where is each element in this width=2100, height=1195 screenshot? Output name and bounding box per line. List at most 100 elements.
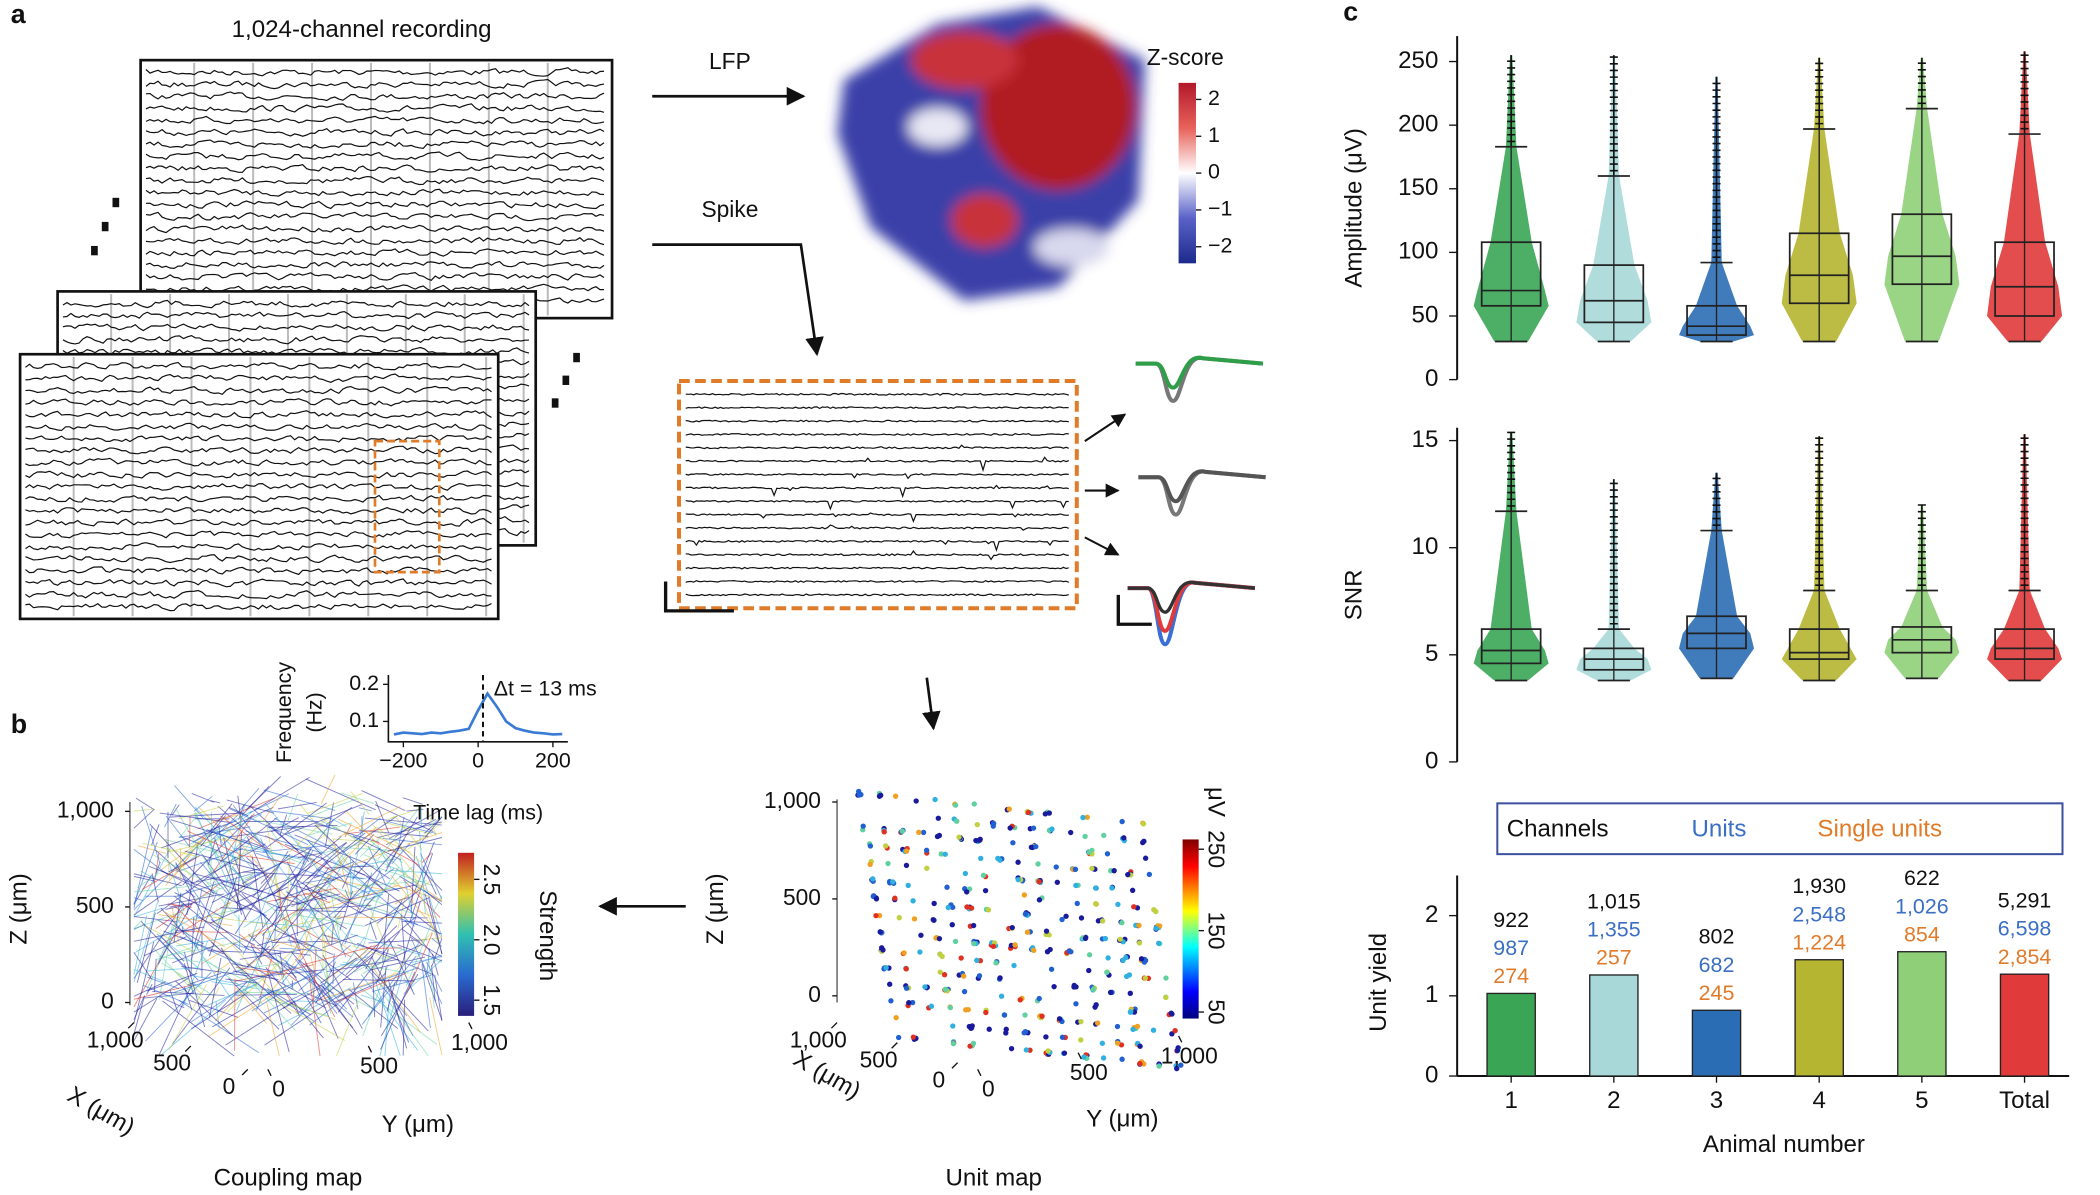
- coupling-line: [162, 902, 231, 944]
- coupling-line: [207, 839, 216, 866]
- spike-trace: [685, 579, 1069, 583]
- coupling-line: [199, 807, 220, 827]
- lfp-hot: [950, 193, 1018, 248]
- spike-trace: [685, 484, 1069, 499]
- coupling-line: [344, 824, 352, 838]
- unit-dot: [961, 988, 968, 995]
- unit-dot: [1084, 814, 1090, 820]
- coupling-line: [424, 816, 443, 834]
- coupling-line: [337, 899, 375, 921]
- coupling-line: [398, 845, 443, 891]
- spike-trace: [685, 456, 1069, 473]
- coupling-line: [331, 987, 376, 1011]
- coupling-line: [158, 925, 173, 1001]
- line: [393, 691, 563, 736]
- unit-dot: [1073, 1001, 1079, 1007]
- box: [1994, 628, 2055, 660]
- tick-label: 1,000: [764, 787, 821, 813]
- coupling-line: [133, 848, 169, 875]
- unit-dot: [893, 1014, 899, 1021]
- coupling-line: [331, 851, 343, 863]
- coupling-line: [350, 791, 370, 815]
- lfp-trace: [62, 334, 530, 345]
- scale-bar: [663, 581, 734, 613]
- coupling-lines: [133, 774, 443, 1057]
- coupling-line: [354, 834, 375, 855]
- lfp-trace: [25, 398, 492, 407]
- lfp-trace: [25, 530, 492, 539]
- unit-dot: [1078, 1018, 1084, 1025]
- panel-label: b: [11, 709, 27, 739]
- unit-dot: [1086, 967, 1092, 974]
- lfp-trace: [25, 554, 492, 564]
- coupling-line: [277, 893, 341, 909]
- unit-dot: [860, 823, 866, 829]
- unit-dot: [896, 915, 902, 921]
- unit-dot: [982, 887, 989, 894]
- unit-dot: [873, 896, 880, 902]
- coupling-line: [431, 938, 443, 947]
- lfp-trace: [25, 470, 492, 479]
- unit-dot: [950, 1040, 957, 1047]
- coupling-line: [332, 953, 335, 985]
- coupling-line: [226, 942, 302, 1013]
- coupling-line: [211, 814, 239, 840]
- coupling-line: [249, 793, 290, 814]
- coupling-line: [215, 871, 255, 923]
- coupling-line: [287, 939, 315, 948]
- unit-dot: [1082, 935, 1089, 942]
- coupling-line: [220, 907, 252, 910]
- unit-dot: [1009, 924, 1015, 931]
- unit-dot: [1059, 1034, 1066, 1040]
- coupling-line: [267, 875, 332, 954]
- unit-dot: [905, 882, 911, 889]
- coupling-line: [190, 867, 264, 884]
- axis-label: Z (μm): [702, 873, 729, 944]
- coupling-line: [133, 919, 143, 929]
- unit-dot: [1104, 851, 1111, 857]
- tick: [891, 1042, 898, 1049]
- unit-dot: [980, 872, 987, 879]
- outliers: [1712, 472, 1721, 531]
- count-label: 854: [1904, 922, 1940, 946]
- coupling-line: [263, 789, 336, 811]
- coupling-line: [218, 827, 222, 846]
- coupling-line: [391, 843, 411, 865]
- coupling-line: [255, 997, 263, 1011]
- coupling-line: [133, 998, 158, 1041]
- unit-dot: [882, 843, 889, 849]
- unit-dot: [1092, 901, 1099, 907]
- coupling-line: [236, 832, 243, 910]
- coupling-line: [359, 836, 382, 858]
- y-tick-label: 0.2: [349, 671, 379, 695]
- waveform: [1135, 355, 1264, 390]
- y-tick-label: 0: [1425, 747, 1438, 774]
- unit-dot: [1137, 1043, 1143, 1049]
- unit-dot: [950, 1023, 956, 1029]
- spike-trace: [685, 432, 1069, 436]
- unit-dot: [1172, 1027, 1178, 1034]
- coupling-line: [252, 859, 316, 942]
- coupling-line: [133, 808, 155, 812]
- coupling-line: [166, 847, 194, 879]
- box: [1686, 304, 1747, 336]
- coupling-line: [162, 1000, 235, 1057]
- unit-dot: [952, 802, 959, 808]
- coupling-line: [245, 861, 283, 881]
- coupling-line: [287, 793, 299, 822]
- bar: [1691, 1009, 1742, 1077]
- coupling-line: [192, 873, 254, 890]
- unit-dot: [983, 1009, 989, 1016]
- lfp-trace: [25, 482, 492, 491]
- coupling-line: [241, 785, 270, 816]
- coupling-line: [168, 855, 200, 873]
- lfp-trace: [145, 67, 605, 77]
- coupling-line: [421, 964, 431, 1029]
- spike-trace: [685, 499, 1069, 511]
- coupling-line: [342, 978, 415, 982]
- coupling-line: [171, 804, 180, 816]
- coupling-line: [367, 943, 420, 1017]
- coupling-line: [431, 937, 443, 967]
- y-tick-label: 100: [1398, 238, 1438, 265]
- unit-dot: [942, 851, 948, 857]
